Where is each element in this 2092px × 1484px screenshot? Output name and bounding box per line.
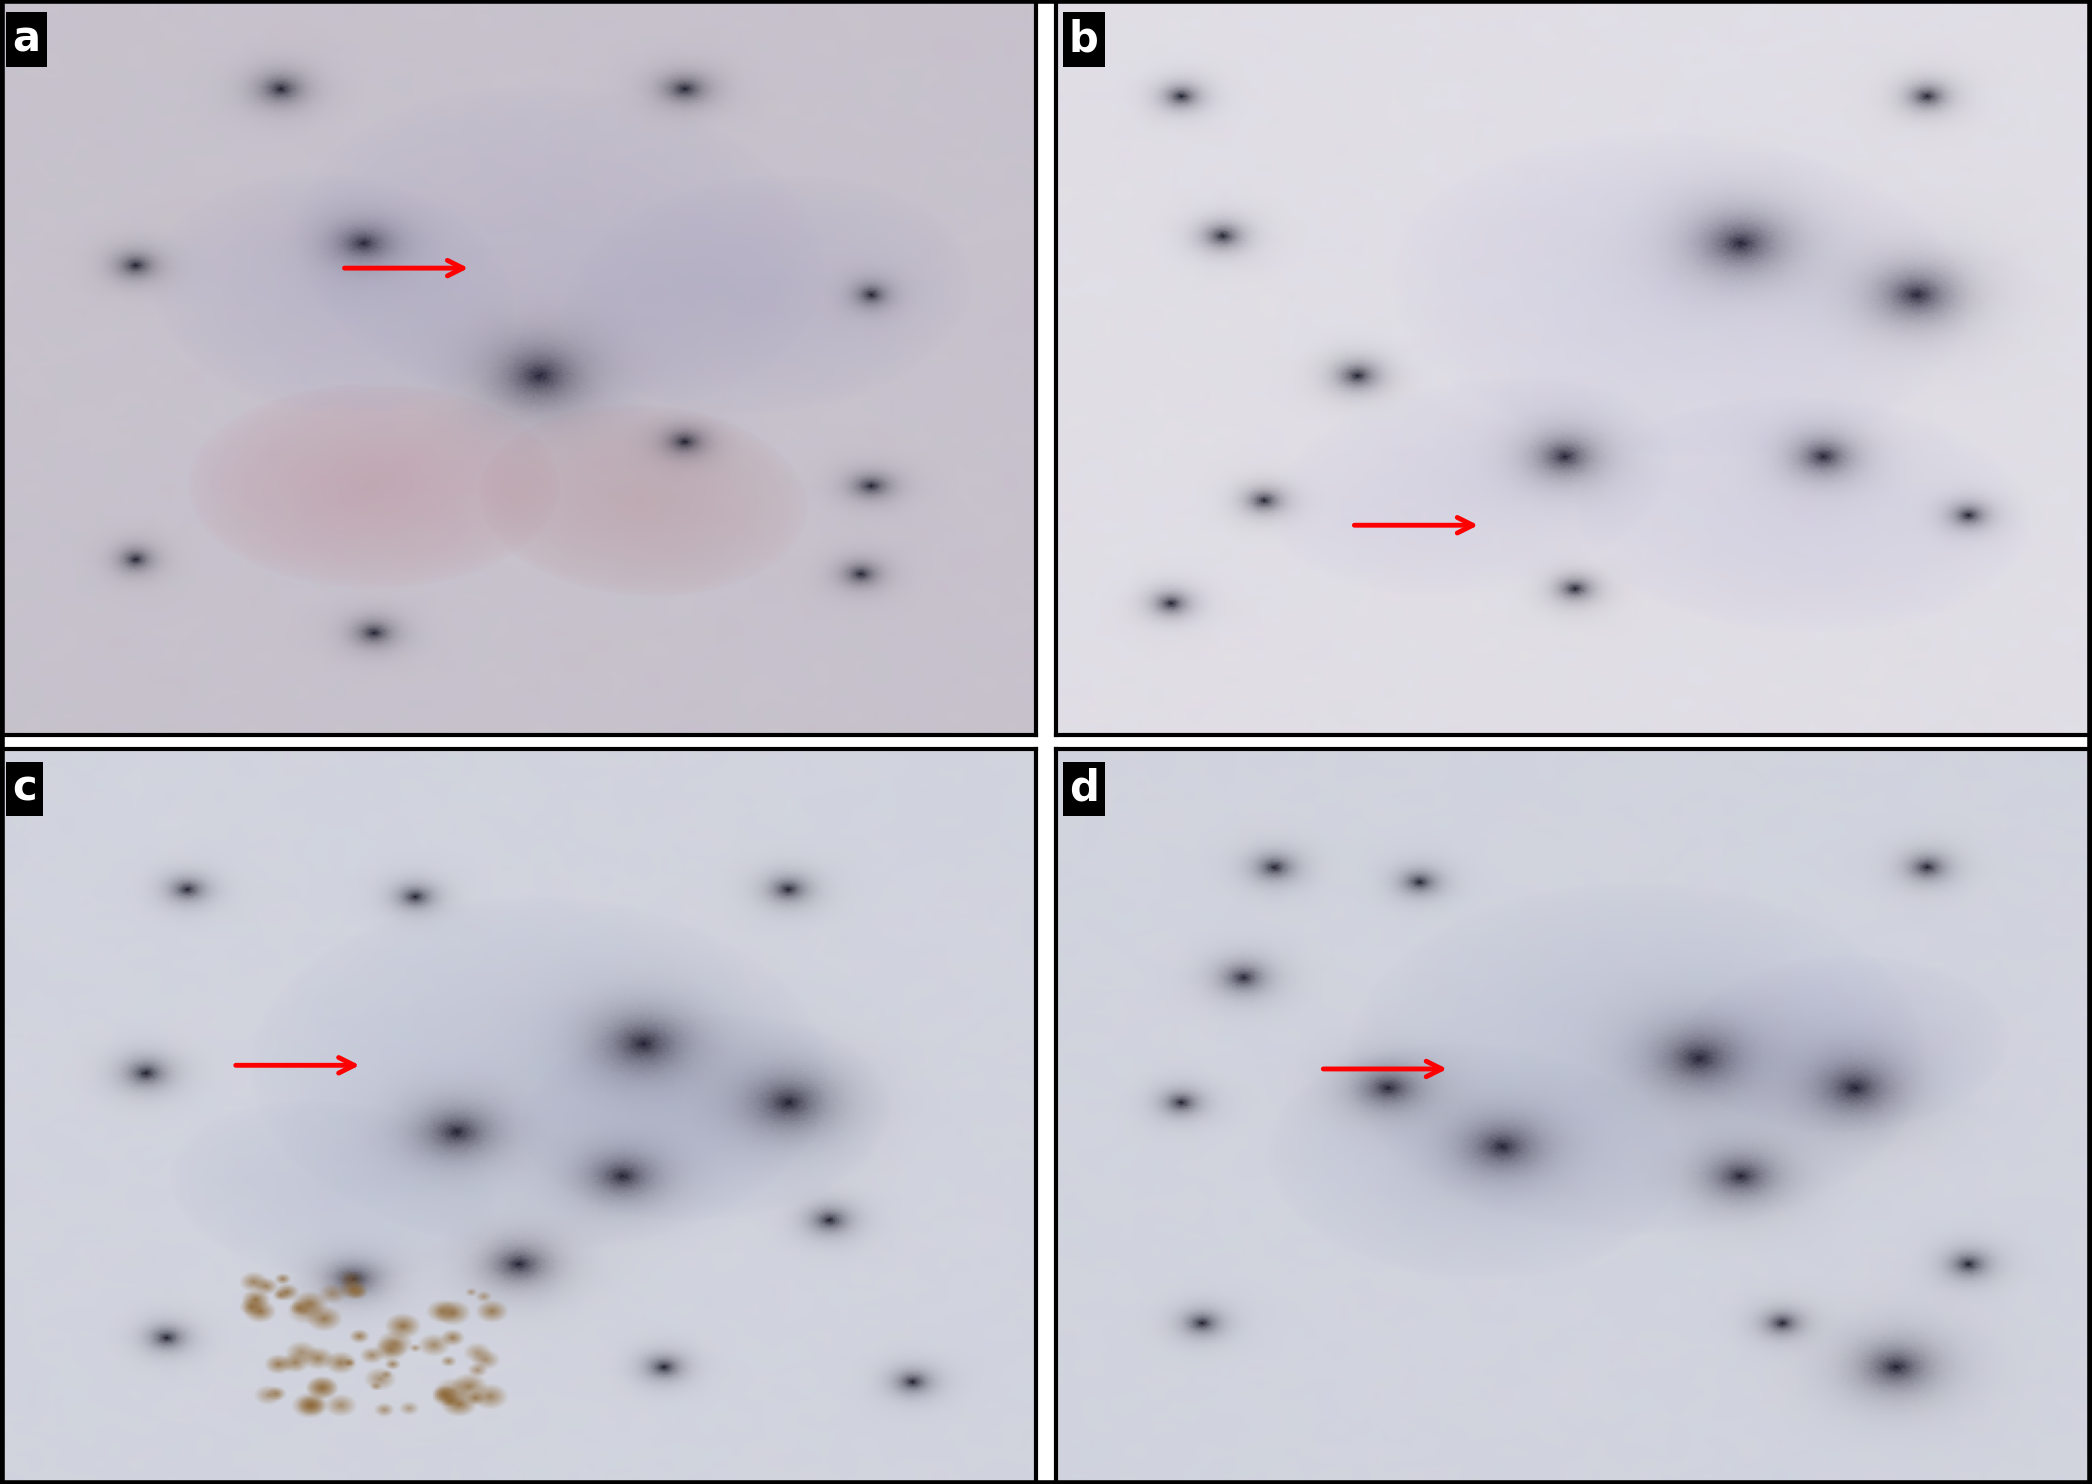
Text: c: c [13,767,38,810]
Text: b: b [1069,18,1098,61]
Text: d: d [1069,767,1098,810]
Text: a: a [13,18,40,61]
